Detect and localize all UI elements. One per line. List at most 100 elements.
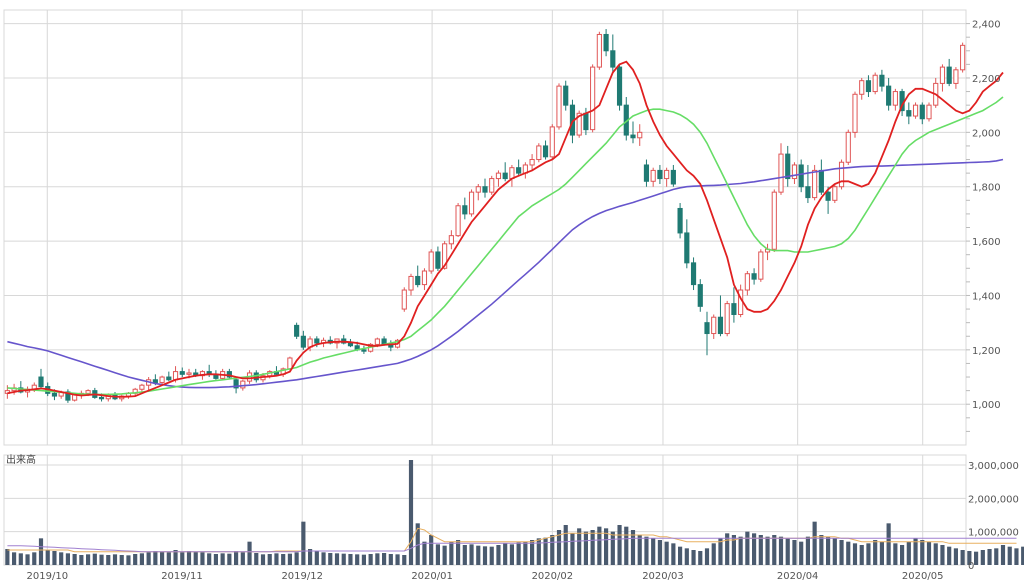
candle: [516, 159, 522, 176]
candle: [960, 42, 966, 73]
candlestick-series: [4, 29, 966, 403]
price-tick-label: 2,200: [972, 74, 1001, 85]
candle-body-down: [677, 207, 683, 234]
candle: [637, 124, 643, 146]
volume-bar: [725, 533, 730, 565]
volume-bar: [765, 536, 770, 565]
volume-bar: [873, 540, 878, 565]
candle: [294, 322, 300, 339]
candle-body-down: [361, 349, 367, 352]
candle: [664, 167, 670, 187]
volume-bar: [630, 530, 636, 565]
moving-average-short-line: [7, 60, 1004, 398]
candle-body-down: [435, 251, 441, 269]
volume-bar: [227, 553, 232, 565]
volume-bar: [900, 545, 905, 565]
candle: [704, 311, 710, 356]
volume-bar: [260, 554, 266, 565]
candle-body-up: [455, 205, 461, 237]
volume-bar: [408, 460, 414, 565]
date-tick-label: 2019/11: [161, 571, 203, 582]
candle-body-up: [489, 178, 495, 193]
candle-body-down: [643, 164, 650, 182]
volume-bar: [180, 552, 185, 565]
volume-bar: [12, 552, 17, 565]
volume-bar: [637, 535, 642, 565]
volume-bar: [469, 544, 474, 565]
candle: [670, 164, 676, 187]
candle: [818, 159, 824, 195]
volume-bar: [52, 551, 57, 565]
candle-body-up: [85, 390, 91, 394]
candle-body-down: [610, 50, 616, 68]
volume-bar: [758, 535, 763, 565]
date-tick-label: 2020/04: [777, 571, 819, 582]
candle: [542, 140, 549, 160]
candle: [280, 367, 286, 378]
candle: [610, 34, 616, 73]
candle: [468, 189, 475, 217]
candle: [912, 102, 919, 119]
candle-body-up: [590, 66, 596, 131]
volume-bar: [1014, 548, 1019, 565]
volume-bar: [785, 538, 790, 565]
candle-body-down: [300, 335, 306, 348]
candle: [226, 368, 232, 379]
volume-bar: [819, 535, 824, 565]
volume-bar: [173, 550, 178, 565]
candle-body-up: [529, 159, 535, 166]
volume-bar: [974, 551, 979, 565]
volume-bar: [274, 553, 279, 565]
volume-bar: [866, 543, 871, 565]
volume-bar: [792, 540, 797, 565]
volume-bar: [859, 545, 864, 565]
moving-average-long-line: [7, 158, 1004, 389]
candle-body-down: [226, 371, 232, 378]
price-tick-label: 1,600: [972, 237, 1001, 248]
volume-bar: [220, 553, 225, 565]
volume-bar: [32, 552, 37, 565]
volume-bar: [462, 545, 467, 565]
volume-bar: [671, 543, 676, 565]
volume-bar: [294, 552, 299, 565]
candle: [684, 219, 690, 269]
candle-body-down: [65, 391, 71, 401]
candle: [475, 184, 481, 201]
candle-body-up: [139, 384, 145, 390]
candle-body-down: [906, 110, 912, 117]
date-axis-labels: 2019/10 2019/11 2019/12 2020/01 2020/02 2020/…: [27, 571, 944, 582]
candle: [159, 375, 165, 386]
volume-bar: [456, 540, 461, 565]
candle-body-down: [482, 186, 488, 193]
candle: [946, 58, 952, 87]
candle-body-up: [401, 289, 407, 310]
candle-body-down: [603, 33, 609, 52]
candle-body-down: [38, 376, 44, 388]
volume-bar: [826, 536, 831, 565]
candle: [879, 69, 885, 92]
volume-bar: [348, 554, 353, 565]
candle: [764, 243, 771, 261]
volume-bar: [523, 541, 528, 565]
volume-bar: [879, 541, 884, 565]
volume-bar: [200, 552, 205, 565]
volume-bar: [906, 541, 911, 565]
volume-tick-label: 2,000,000: [968, 494, 1019, 505]
candle: [643, 159, 650, 187]
candle: [502, 162, 508, 182]
candle-body-down: [347, 342, 354, 347]
volume-bar: [550, 535, 555, 565]
candle: [838, 159, 845, 190]
candle: [939, 64, 946, 92]
candle: [798, 159, 804, 193]
candle: [785, 145, 791, 187]
candle-body-down: [516, 167, 522, 174]
volume-bar: [516, 542, 521, 565]
volume-bar: [610, 531, 615, 565]
volume-bar: [5, 549, 10, 565]
candle: [482, 178, 488, 198]
candle: [408, 273, 414, 296]
volume-bar: [207, 553, 212, 565]
volume-bar: [940, 545, 945, 565]
volume-bar: [752, 533, 757, 565]
